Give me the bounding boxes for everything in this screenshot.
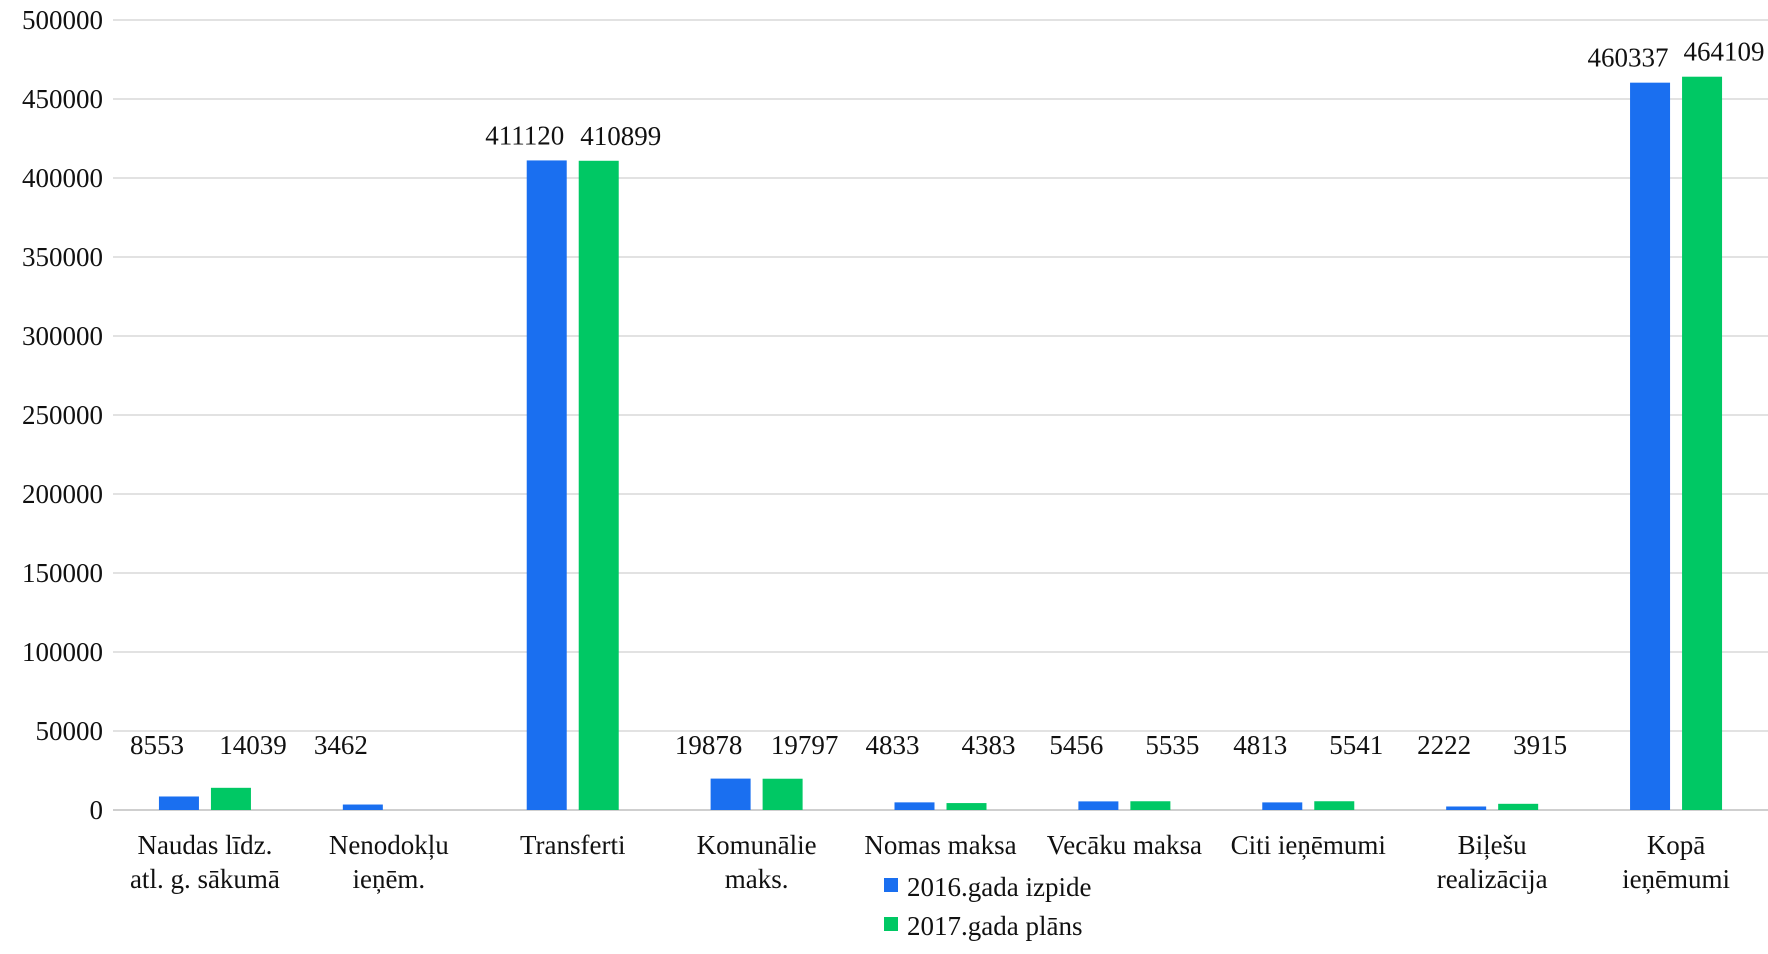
bar-1 [1262, 802, 1303, 810]
x-category-label: Vecāku maksa [1047, 830, 1202, 860]
legend-swatch [884, 878, 898, 892]
data-label: 14039 [219, 730, 287, 760]
data-label: 460337 [1588, 43, 1669, 73]
x-category-label: Nenodokļu ieņēm. [329, 830, 449, 894]
x-axis-category-labels: Naudas līdz. atl. g. sākumā Nenodokļu ieņēm… [130, 830, 1730, 894]
y-tick-label: 300000 [22, 321, 103, 351]
y-tick-label: 150000 [22, 558, 103, 588]
legend-label: 2017.gada plāns [907, 911, 1082, 941]
data-label: 3915 [1513, 730, 1567, 760]
bar-1 [1446, 806, 1487, 810]
bar-2 [762, 778, 803, 810]
data-label: 411120 [485, 120, 564, 150]
bar-2 [1682, 76, 1723, 811]
x-category-label: Kopā ieņēmumi [1622, 830, 1730, 894]
data-label: 5541 [1329, 730, 1383, 760]
bar-1 [1078, 801, 1119, 810]
y-tick-label: 450000 [22, 84, 103, 114]
x-category-label: Biļešu realizācija [1437, 830, 1548, 894]
y-tick-label: 250000 [22, 400, 103, 430]
legend-swatch [884, 917, 898, 931]
data-label: 2222 [1417, 730, 1471, 760]
legend: 2016.gada izpide 2017.gada plāns [884, 872, 1091, 941]
x-category-label: Nomas maksa [864, 830, 1016, 860]
data-label: 19797 [771, 730, 839, 760]
x-category-label: Komunālie maks. [697, 830, 817, 894]
y-axis-tick-labels: 0 50000 100000 150000 200000 250000 300000 3500… [22, 5, 103, 825]
y-tick-label: 400000 [22, 163, 103, 193]
y-tick-label: 100000 [22, 637, 103, 667]
bar-2 [946, 803, 987, 810]
bar-2 [1130, 801, 1171, 810]
y-tick-label: 200000 [22, 479, 103, 509]
x-category-label: Naudas līdz. atl. g. sākumā [130, 830, 280, 894]
bar-1 [342, 804, 383, 810]
bar-1 [1630, 82, 1671, 810]
data-label: 8553 [130, 730, 184, 760]
y-tick-label: 50000 [36, 716, 104, 746]
data-label: 5535 [1145, 730, 1199, 760]
bar-2 [578, 160, 619, 810]
bar-2 [1314, 801, 1355, 810]
bar-1 [894, 802, 935, 810]
bar-1 [526, 160, 567, 810]
data-label: 464109 [1684, 37, 1765, 67]
bar-1 [710, 778, 751, 810]
bar-1 [158, 796, 199, 810]
data-label: 4833 [866, 730, 920, 760]
data-label: 19878 [675, 730, 743, 760]
x-category-label: Citi ieņēmumi [1231, 830, 1386, 860]
y-tick-label: 0 [90, 795, 104, 825]
bars [158, 76, 1723, 811]
legend-label: 2016.gada izpide [907, 872, 1091, 902]
y-tick-label: 500000 [22, 5, 103, 35]
bar-2 [1498, 803, 1539, 810]
data-label: 3462 [314, 730, 368, 760]
data-labels: 8553 3462 411120 19878 4833 5456 4813 2222 46033… [130, 37, 1765, 760]
bar-2 [210, 787, 251, 810]
x-category-label: Transferti [520, 830, 626, 860]
data-label: 4813 [1233, 730, 1287, 760]
data-label: 5456 [1049, 730, 1103, 760]
data-label: 410899 [580, 121, 661, 151]
y-tick-label: 350000 [22, 242, 103, 272]
data-label: 4383 [962, 730, 1016, 760]
gridlines [113, 19, 1768, 811]
